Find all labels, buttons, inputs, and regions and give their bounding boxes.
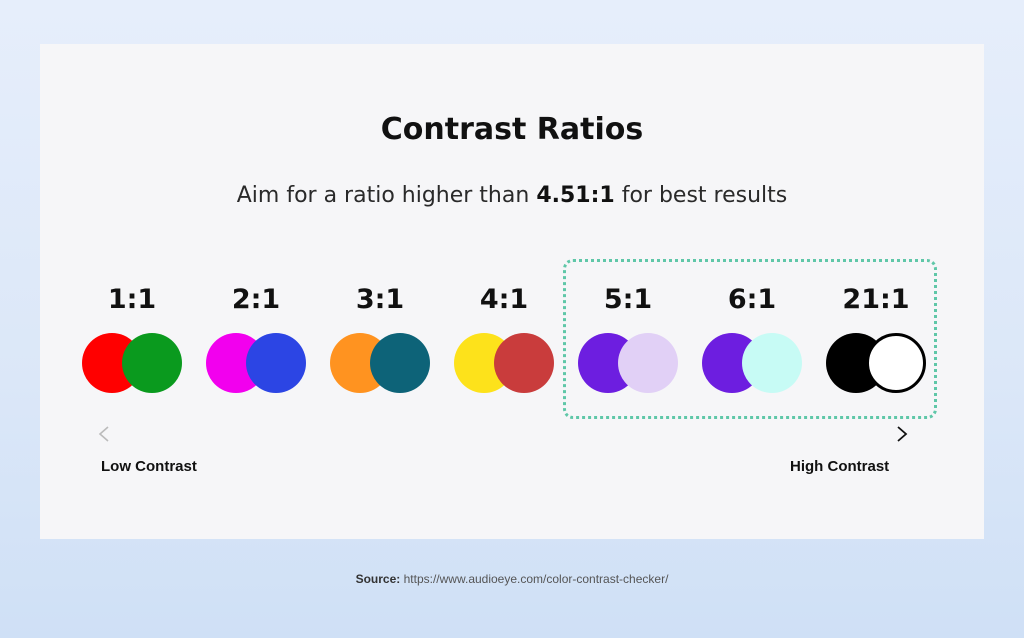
foreground-color-circle [370, 333, 430, 393]
subtitle-prefix: Aim for a ratio higher than [236, 183, 530, 208]
ratio-label: 3:1 [355, 284, 405, 315]
low-contrast-label: Low Contrast [101, 458, 197, 475]
ratio-label: 6:1 [727, 284, 777, 315]
foreground-color-circle [494, 333, 554, 393]
arrow-right-icon [897, 426, 908, 442]
ratio-label: 21:1 [842, 284, 910, 315]
subtitle-ratio-value: 4.51:1 [536, 183, 615, 208]
ratio-label: 2:1 [231, 284, 281, 315]
foreground-color-circle [866, 333, 926, 393]
source-label: Source: [355, 572, 401, 586]
foreground-color-circle [246, 333, 306, 393]
ratio-label: 5:1 [603, 284, 653, 315]
subtitle: Aim for a ratio higher than 4.51:1 for b… [0, 183, 1024, 208]
foreground-color-circle [122, 333, 182, 393]
foreground-color-circle [742, 333, 802, 393]
high-contrast-label: High Contrast [790, 458, 890, 475]
arrow-left-icon [98, 426, 109, 442]
infographic-card [40, 44, 984, 539]
source-credit: Source: https://www.audioeye.com/color-c… [0, 572, 1024, 586]
source-url: https://www.audioeye.com/color-contrast-… [403, 572, 669, 586]
subtitle-suffix: for best results [621, 183, 788, 208]
recommended-ratios-highlight [563, 259, 937, 419]
ratio-label: 1:1 [107, 284, 157, 315]
ratio-label: 4:1 [479, 284, 529, 315]
page-title: Contrast Ratios [380, 112, 644, 147]
foreground-color-circle [618, 333, 678, 393]
